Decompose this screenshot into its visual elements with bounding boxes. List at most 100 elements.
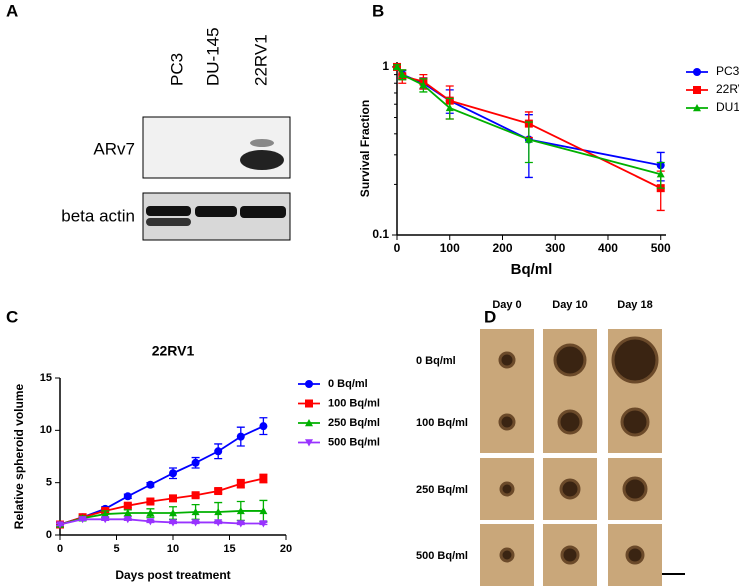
spheroid	[625, 545, 645, 565]
marker	[191, 519, 200, 527]
series-line	[59, 518, 264, 526]
x-tick-label: 15	[223, 543, 235, 555]
y-tick-label: 1	[382, 59, 389, 73]
marker	[146, 509, 155, 517]
spheroid	[498, 351, 516, 369]
x-tick-label: 0	[57, 543, 63, 555]
y-tick-label: 15	[40, 372, 52, 384]
marker	[191, 458, 200, 467]
legend-label: PC3	[716, 64, 739, 78]
marker	[524, 135, 533, 143]
marker	[236, 432, 245, 441]
marker	[146, 497, 155, 506]
marker	[656, 170, 665, 178]
x-tick-label: 10	[167, 543, 179, 555]
marker	[236, 479, 245, 488]
legend-label: 100 Bq/ml	[328, 397, 380, 409]
row-label: beta actin	[61, 206, 135, 225]
legend-label: 0 Bq/ml	[328, 378, 368, 390]
marker	[169, 494, 177, 503]
marker	[693, 68, 701, 76]
y-tick-label: 10	[40, 424, 52, 436]
panel-label: A	[6, 1, 18, 20]
marker	[214, 519, 223, 527]
lane-label: 22RV1	[251, 34, 270, 86]
marker	[123, 509, 132, 517]
legend-label: 22RV1	[716, 82, 739, 96]
row-label: ARv7	[93, 139, 135, 158]
column-label: Day 18	[617, 299, 652, 311]
marker	[236, 520, 245, 528]
marker	[169, 509, 177, 517]
row-label: 0 Bq/ml	[416, 355, 456, 367]
series-line	[59, 425, 264, 526]
x-tick-label: 0	[394, 241, 401, 255]
marker	[419, 81, 428, 89]
marker	[191, 491, 200, 500]
marker	[259, 474, 268, 483]
y-tick-label: 0.1	[372, 227, 389, 241]
panel-label: B	[372, 1, 384, 20]
marker	[305, 439, 313, 447]
spheroid	[622, 476, 648, 502]
x-tick-label: 500	[651, 241, 671, 255]
legend-label: DU145	[716, 100, 739, 114]
marker	[56, 521, 64, 529]
marker	[101, 516, 110, 524]
marker	[393, 62, 401, 71]
marker	[259, 506, 268, 515]
marker	[445, 103, 454, 112]
legend-label: 500 Bq/ml	[328, 436, 380, 448]
spheroid	[611, 336, 659, 384]
x-axis-label: Bq/ml	[511, 261, 553, 278]
y-tick-label: 5	[46, 477, 52, 489]
x-tick-label: 300	[545, 241, 565, 255]
marker	[101, 510, 110, 518]
column-label: Day 0	[492, 299, 521, 311]
x-axis-label: Days post treatment	[115, 568, 230, 582]
spheroid	[553, 343, 587, 377]
y-axis-label: Relative spheroid volume	[12, 383, 26, 529]
marker	[236, 506, 245, 515]
marker	[146, 518, 155, 526]
lane-label: DU-145	[203, 27, 222, 86]
blot	[142, 116, 291, 241]
row-label: 250 Bq/ml	[416, 484, 468, 496]
marker	[305, 380, 313, 388]
marker	[123, 501, 132, 510]
marker	[169, 519, 177, 527]
x-tick-label: 200	[492, 241, 512, 255]
lane-label: PC3	[167, 53, 186, 86]
x-tick-label: 20	[280, 543, 292, 555]
spheroid	[498, 413, 516, 431]
marker	[123, 516, 132, 524]
x-tick-label: 100	[440, 241, 460, 255]
spheroid	[499, 547, 515, 563]
marker	[123, 492, 132, 501]
marker	[214, 447, 223, 456]
marker	[214, 487, 223, 496]
y-axis-label: Survival Fraction	[358, 100, 372, 197]
marker	[259, 422, 268, 431]
spheroid	[560, 545, 580, 565]
row-label: 500 Bq/ml	[416, 550, 468, 562]
y-tick-label: 0	[46, 529, 52, 541]
row-label: 100 Bq/ml	[416, 417, 468, 429]
marker	[693, 104, 701, 112]
marker	[398, 70, 407, 78]
spheroid	[559, 478, 581, 500]
micrographs	[480, 329, 662, 586]
marker	[146, 480, 155, 489]
marker	[305, 399, 313, 408]
column-label: Day 10	[552, 299, 587, 311]
marker	[259, 520, 268, 528]
panel-label: D	[484, 307, 496, 326]
x-tick-label: 400	[598, 241, 618, 255]
marker	[78, 516, 87, 524]
marker	[191, 507, 200, 516]
chart-title: 22RV1	[152, 343, 195, 359]
spheroid	[499, 481, 515, 497]
marker	[169, 469, 177, 478]
series-line	[59, 477, 264, 526]
